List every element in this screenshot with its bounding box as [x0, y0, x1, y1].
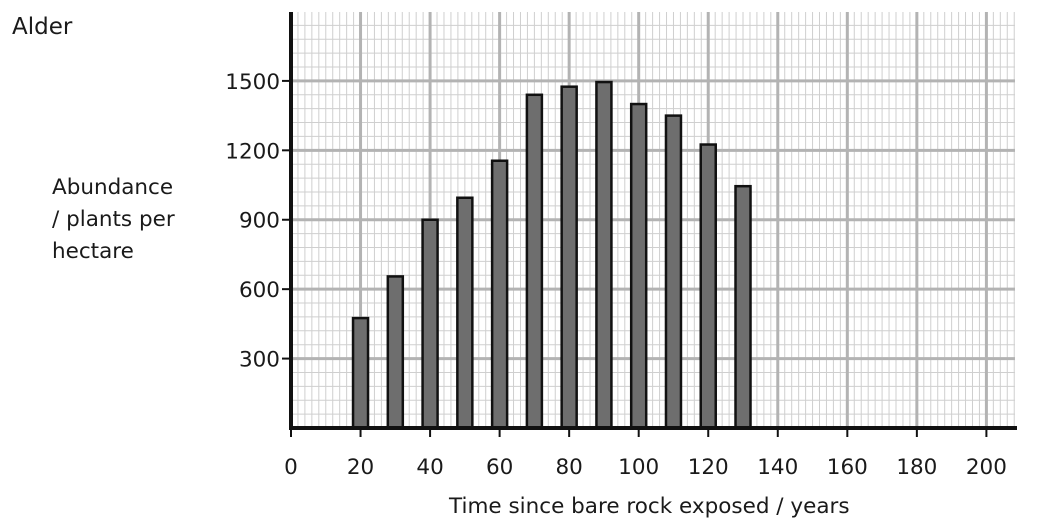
bar-40 [421, 218, 439, 430]
bar-130 [734, 184, 752, 430]
y-axis-label-line-3: hectare [52, 239, 134, 264]
y-tick-label-1200: 1200 [225, 139, 280, 164]
bar-110 [664, 114, 683, 430]
y-tick-label-300: 300 [239, 348, 280, 373]
bar-30 [386, 275, 405, 430]
x-tick-label-100: 100 [618, 455, 659, 480]
y-tick-label-900: 900 [239, 209, 280, 234]
bar-80 [560, 85, 578, 430]
bar-120 [699, 143, 717, 430]
x-tick-label-180: 180 [896, 455, 937, 480]
y-tick-label-1500: 1500 [225, 70, 280, 95]
bar-90 [595, 80, 613, 430]
species-label: Alder [12, 14, 73, 40]
x-tick-label-60: 60 [486, 455, 513, 480]
x-tick-label-40: 40 [416, 455, 443, 480]
x-axis-label: Time since bare rock exposed / years [449, 494, 850, 519]
x-tick-label-120: 120 [688, 455, 729, 480]
bar-60 [490, 159, 509, 430]
x-tick-label-0: 0 [284, 455, 298, 480]
x-tick-label-20: 20 [347, 455, 374, 480]
bar-50 [456, 196, 474, 430]
x-tick-label-80: 80 [555, 455, 582, 480]
y-axis-label-line-1: Abundance [52, 175, 174, 200]
y-axis-label-line-2: / plants per [52, 207, 175, 232]
x-tick-label-200: 200 [966, 455, 1007, 480]
bar-70 [525, 93, 544, 430]
y-axis-label: Abundance / plants per hectare [52, 172, 175, 268]
y-tick-label-600: 600 [239, 278, 280, 303]
bar-20 [351, 316, 370, 430]
bar-100 [629, 102, 648, 430]
x-tick-label-160: 160 [827, 455, 868, 480]
x-tick-label-140: 140 [757, 455, 798, 480]
